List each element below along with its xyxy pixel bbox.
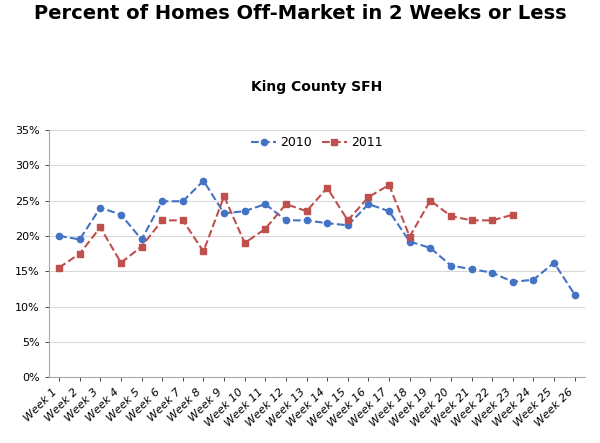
2010 — [530, 277, 537, 282]
2011 — [179, 218, 187, 223]
2011 — [406, 234, 413, 239]
2011 — [262, 226, 269, 232]
2011 — [365, 194, 372, 200]
2010 — [509, 279, 517, 284]
2010 — [571, 292, 578, 297]
2010 — [283, 218, 290, 223]
2011 — [323, 185, 331, 190]
2011 — [468, 218, 475, 223]
Text: Percent of Homes Off-Market in 2 Weeks or Less: Percent of Homes Off-Market in 2 Weeks o… — [34, 4, 566, 23]
2011 — [138, 244, 145, 249]
2011 — [488, 218, 496, 223]
2010 — [365, 202, 372, 207]
2011 — [509, 212, 517, 218]
2010 — [76, 237, 83, 242]
2010 — [427, 245, 434, 251]
2010 — [385, 209, 392, 214]
2010 — [179, 198, 187, 204]
2011 — [427, 198, 434, 203]
2010 — [406, 239, 413, 244]
Legend: 2010, 2011: 2010, 2011 — [251, 136, 382, 149]
2010 — [97, 205, 104, 210]
2010 — [303, 218, 310, 223]
2010 — [262, 202, 269, 207]
2010 — [468, 267, 475, 272]
2011 — [448, 214, 455, 219]
2010 — [344, 223, 352, 228]
2010 — [55, 233, 62, 239]
2010 — [158, 198, 166, 204]
2011 — [200, 249, 207, 254]
2011 — [76, 251, 83, 256]
2011 — [158, 218, 166, 223]
2011 — [55, 265, 62, 270]
2010 — [550, 260, 557, 265]
Line: 2010: 2010 — [56, 178, 578, 298]
2011 — [97, 225, 104, 230]
2010 — [118, 212, 125, 218]
2011 — [385, 183, 392, 188]
Line: 2011: 2011 — [56, 182, 516, 271]
2010 — [323, 221, 331, 226]
2010 — [220, 210, 227, 216]
2010 — [241, 209, 248, 214]
2010 — [448, 263, 455, 268]
2011 — [344, 218, 352, 223]
2010 — [200, 178, 207, 183]
2011 — [303, 209, 310, 214]
2011 — [220, 194, 227, 199]
2011 — [118, 260, 125, 265]
Title: King County SFH: King County SFH — [251, 80, 383, 94]
2011 — [241, 240, 248, 245]
2010 — [488, 270, 496, 275]
2011 — [283, 202, 290, 207]
2010 — [138, 237, 145, 242]
